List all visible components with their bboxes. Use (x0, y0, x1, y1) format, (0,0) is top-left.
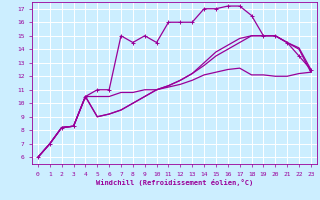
X-axis label: Windchill (Refroidissement éolien,°C): Windchill (Refroidissement éolien,°C) (96, 179, 253, 186)
